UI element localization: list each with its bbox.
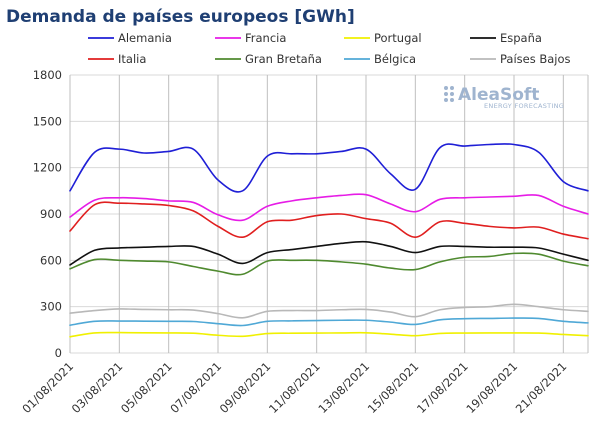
x-tick-label: 21/08/2021 [513, 359, 570, 416]
y-tick-label: 600 [40, 253, 62, 267]
legend-item-gran-bretana: Gran Bretaña [215, 52, 322, 66]
legend-item-belgica: Bélgica [344, 52, 416, 66]
y-tick-label: 300 [40, 300, 62, 314]
y-tick-label: 0 [55, 346, 62, 360]
y-axis-ticks: 0 300 600 900 1200 1500 1800 [33, 68, 62, 360]
series-layer [69, 143, 589, 338]
x-tick-label: 05/08/2021 [118, 359, 175, 416]
legend-label: Países Bajos [500, 52, 571, 66]
legend-label: Francia [245, 31, 286, 45]
series-line-francia [69, 193, 589, 222]
legend-item-francia: Francia [215, 31, 286, 45]
x-tick-label: 17/08/2021 [414, 359, 471, 416]
legend-item-paises-bajos: Países Bajos [470, 52, 571, 66]
legend-label: Portugal [374, 31, 422, 45]
legend-item-italia: Italia [88, 52, 146, 66]
logo-icon [444, 86, 454, 102]
chart-title: Demanda de países europeos [GWh] [6, 7, 355, 27]
y-tick-label: 1500 [33, 114, 62, 128]
x-tick-label: 19/08/2021 [463, 359, 520, 416]
y-tick-label: 1200 [33, 161, 62, 175]
x-tick-label: 11/08/2021 [266, 359, 323, 416]
series-line-espana [69, 240, 589, 266]
legend-label: Alemania [118, 31, 172, 45]
series-line-paises-bajos [69, 303, 589, 319]
x-tick-label: 09/08/2021 [217, 359, 274, 416]
series-line-italia [69, 201, 589, 240]
aleasoft-logo: AleaSoft ENERGY FORECASTING [444, 85, 564, 110]
legend-item-portugal: Portugal [344, 31, 422, 45]
x-tick-label: 03/08/2021 [69, 359, 126, 416]
legend-item-espana: España [470, 31, 542, 45]
y-tick-label: 1800 [33, 68, 62, 82]
y-tick-label: 900 [40, 207, 62, 221]
logo-subtext: ENERGY FORECASTING [484, 102, 564, 110]
series-line-belgica [69, 317, 589, 327]
legend-item-alemania: Alemania [88, 31, 172, 45]
legend-label: Gran Bretaña [245, 52, 322, 66]
legend: Alemania Francia Portugal España Italia Gran … [88, 31, 571, 66]
x-tick-label: 01/08/2021 [19, 359, 76, 416]
legend-label: Italia [118, 52, 146, 66]
series-line-portugal [69, 331, 589, 338]
x-axis-ticks: 01/08/202103/08/202105/08/202107/08/2021… [19, 359, 569, 416]
x-tick-label: 13/08/2021 [315, 359, 372, 416]
legend-label: Bélgica [374, 52, 416, 66]
legend-label: España [500, 31, 542, 45]
x-tick-label: 15/08/2021 [365, 359, 422, 416]
series-line-gran-bretana [69, 252, 589, 276]
grid [69, 74, 589, 354]
x-tick-label: 07/08/2021 [167, 359, 224, 416]
logo-text: AleaSoft [458, 85, 539, 105]
series-line-alemania [69, 143, 589, 193]
